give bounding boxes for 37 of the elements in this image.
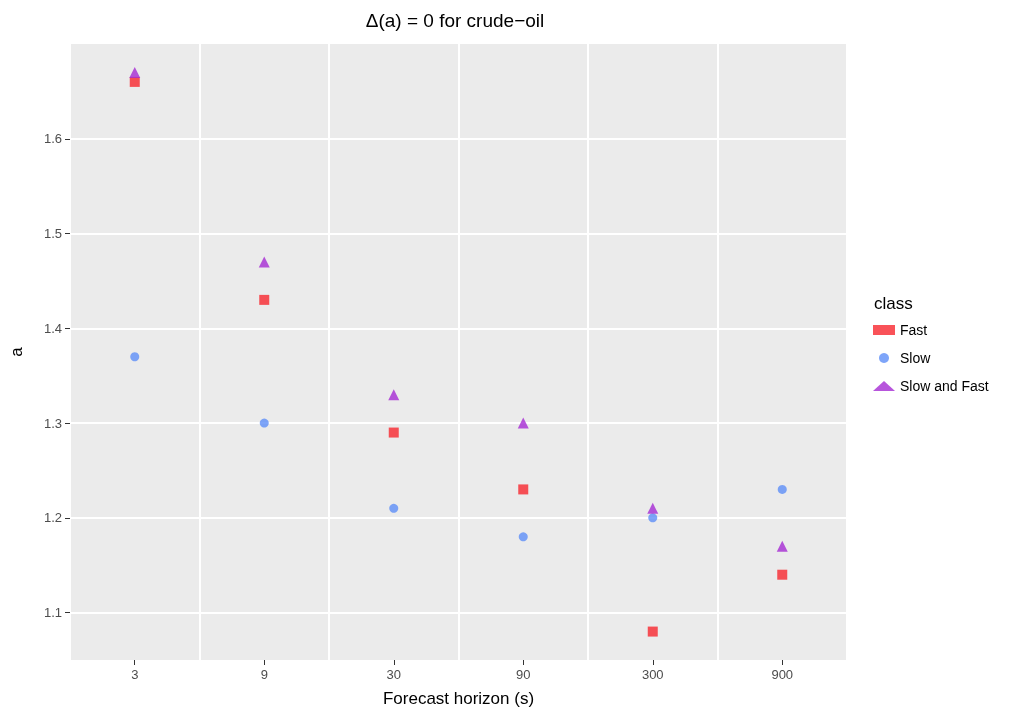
point (389, 503, 399, 513)
y-tick-label: 1.3 (43, 415, 62, 431)
point (518, 484, 529, 495)
point (647, 502, 659, 514)
point (129, 66, 141, 78)
x-tick-label: 3 (131, 667, 139, 682)
point (388, 427, 399, 438)
y-tick-label: 1.6 (43, 131, 62, 147)
point (388, 389, 400, 401)
point (647, 626, 658, 637)
point (258, 256, 270, 268)
x-tick-label: 9 (260, 667, 268, 682)
point (130, 352, 140, 362)
point (129, 76, 140, 87)
legend-title: class (874, 294, 913, 313)
legend-label: Fast (900, 322, 928, 338)
y-tick-label: 1.1 (43, 605, 62, 621)
x-axis-title: Forecast horizon (s) (382, 689, 535, 708)
legend-label: Slow and Fast (900, 378, 989, 394)
y-tick-label: 1.4 (43, 320, 62, 336)
y-tick-label: 1.2 (43, 510, 62, 526)
point (259, 418, 269, 428)
y-tick-label: 1.5 (43, 226, 62, 242)
x-tick-label: 300 (641, 667, 664, 682)
x-tick-label: 90 (516, 667, 531, 682)
point (518, 532, 528, 542)
point (777, 484, 787, 494)
point (259, 294, 270, 305)
point (777, 569, 788, 580)
chart-title: Δ(a) = 0 for crude−oil (365, 10, 545, 31)
point (648, 513, 658, 523)
x-tick-label: 900 (771, 667, 794, 682)
point (776, 540, 788, 552)
x-tick-label: 30 (386, 667, 401, 682)
legend-label: Slow (900, 350, 932, 366)
point (517, 417, 529, 429)
y-axis-title: a (7, 346, 26, 357)
